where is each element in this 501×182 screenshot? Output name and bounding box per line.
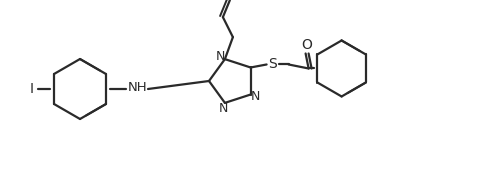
Text: N: N	[219, 102, 228, 115]
Text: I: I	[30, 82, 34, 96]
Text: N: N	[250, 90, 260, 103]
Text: N: N	[216, 50, 225, 63]
Text: O: O	[301, 38, 312, 52]
Text: S: S	[268, 58, 277, 72]
Text: NH: NH	[128, 82, 147, 94]
